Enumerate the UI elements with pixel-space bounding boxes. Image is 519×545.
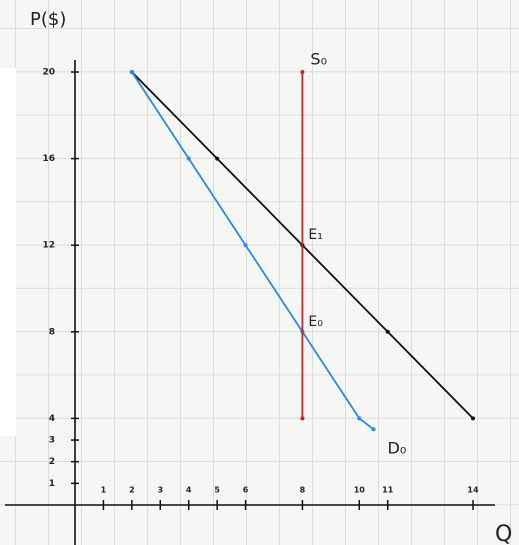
chart: P($) Q 123456810111412348121620D₀S₀E₁E₀ xyxy=(0,0,519,545)
x-tick-label: 3 xyxy=(157,486,163,495)
annotation: E₀ xyxy=(308,314,323,330)
x-tick-label: 14 xyxy=(467,486,479,495)
y-axis-label: P($) xyxy=(30,9,66,30)
x-tick-label: 8 xyxy=(300,486,306,495)
point xyxy=(130,70,134,74)
point xyxy=(357,416,361,420)
x-tick-label: 6 xyxy=(243,486,249,495)
x-tick-label: 5 xyxy=(214,486,220,495)
point xyxy=(300,70,304,74)
page: {"chart_data": {"type": "line", "xlabel"… xyxy=(0,0,519,545)
y-tick-label: 2 xyxy=(49,457,55,467)
series-label: D₀ xyxy=(388,439,407,458)
margin xyxy=(0,68,16,436)
point xyxy=(300,416,304,420)
y-tick-label: 3 xyxy=(49,436,55,446)
y-tick-label: 1 xyxy=(49,479,55,489)
point xyxy=(372,427,376,431)
x-tick-label: 10 xyxy=(354,486,366,495)
x-axis-label: Q xyxy=(495,522,512,545)
y-tick-label: 8 xyxy=(49,327,55,337)
x-tick-label: 4 xyxy=(186,486,192,495)
point xyxy=(187,157,191,161)
point xyxy=(215,157,219,161)
x-tick-label: 11 xyxy=(382,486,394,495)
x-tick-label: 1 xyxy=(101,486,107,495)
series-label: S₀ xyxy=(310,50,327,69)
y-tick-label: 20 xyxy=(42,68,55,78)
y-tick-label: 4 xyxy=(49,414,55,424)
point xyxy=(244,243,248,247)
x-tick-label: 2 xyxy=(129,486,135,495)
series-line xyxy=(132,72,374,429)
point xyxy=(386,330,390,334)
point xyxy=(471,416,475,420)
annotation: E₁ xyxy=(308,227,322,243)
y-tick-label: 16 xyxy=(42,154,55,164)
y-tick-label: 12 xyxy=(42,241,55,251)
